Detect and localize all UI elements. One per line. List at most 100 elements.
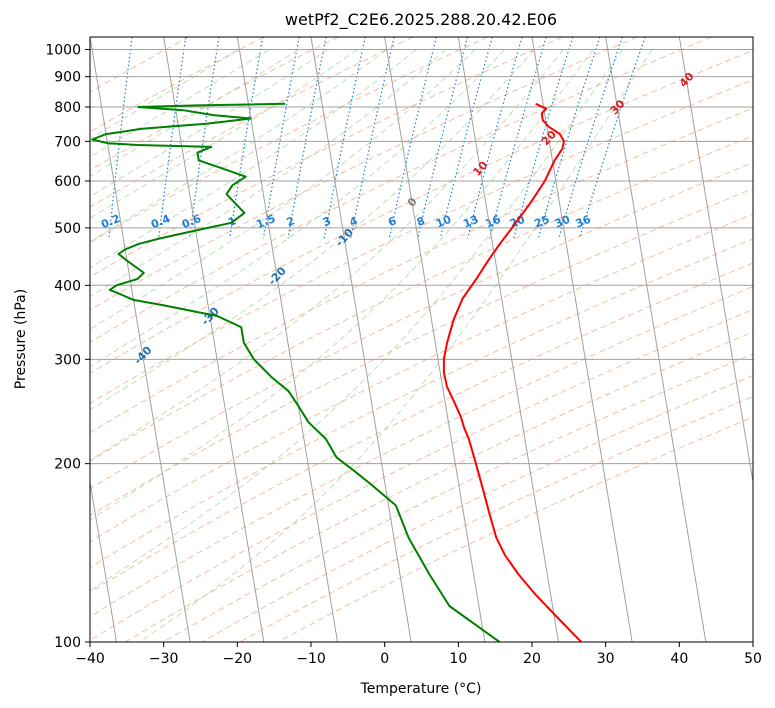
moist-adiabat [90,49,299,177]
x-tick-label: −20 [223,651,253,667]
moist-adiabat [90,49,535,411]
isotherm-label: 40 [677,70,697,90]
moist-adiabat [90,49,594,521]
x-tick-label: 30 [597,651,615,667]
x-tick-label: 50 [744,651,762,667]
mixing-ratio-label: 4 [347,214,359,229]
plot-frame [89,36,754,643]
mixing-ratio-line [578,37,646,239]
dry-adiabat [90,238,753,569]
x-tick-label: 20 [523,651,541,667]
y-axis-label: Pressure (hPa) [13,289,29,389]
dry-adiabat [90,79,753,404]
mixing-ratio-label: 13 [461,213,480,231]
mixing-ratio-line [262,37,300,239]
mixing-ratio-line [466,37,523,239]
isotherm-line [457,37,559,642]
dry-adiabat [90,286,753,618]
dry-adiabat [90,37,488,244]
y-axis: 100 200 300 400 500 600 700 800 900 1000 [45,43,90,651]
x-tick-label: 10 [449,651,467,667]
x-tick-label: 0 [380,651,389,667]
x-axis: −40 −30 −20 −10 0 10 20 30 40 50 [75,642,762,667]
isotherm-line [90,478,117,642]
x-tick-label: −10 [296,651,326,667]
mixing-ratio-line [388,37,437,239]
isotherm-line [236,37,338,642]
x-tick-label: 40 [670,651,688,667]
isotherm-line [678,37,753,485]
mixing-ratio-line [188,37,220,239]
mixing-ratio-line [229,37,264,239]
dry-adiabat [276,416,753,642]
moist-adiabat [90,49,358,219]
x-tick-label: −40 [75,651,105,667]
dry-adiabat [124,331,753,642]
dewpoint-profile [91,102,501,642]
mixing-ratio-line [417,37,469,239]
mixing-ratio-label: 1.5 [254,212,277,231]
isotherm-line [90,37,191,642]
dry-adiabat [200,374,753,642]
isotherm-label: 30 [608,97,628,117]
isotherm-label: -60 [0,437,23,461]
mixing-ratio-label: 2 [285,214,297,229]
y-tick-label: 500 [54,221,81,237]
dry-adiabat [90,37,339,171]
dry-adiabat [90,49,753,374]
mixing-ratio-line [513,37,574,239]
mixing-ratio-label: 25 [532,213,551,231]
isotherm-line [531,37,633,642]
isotherm-label: 0 [405,195,420,210]
dry-adiabat [90,188,753,517]
moist-adiabat [90,49,447,298]
mixing-ratio-line [108,37,133,239]
temperature-profile [442,102,583,642]
dry-adiabat [90,262,753,593]
moist-adiabat [90,49,476,330]
mixing-ratio-line [489,37,547,239]
mixing-ratio-label: 0.2 [99,212,122,231]
plot-area: 0.10.20.40.611.52346810131620253036-100-… [0,37,753,642]
dry-adiabat [90,107,753,434]
isotherm-line [752,37,753,41]
moist-adiabat [139,49,653,642]
x-tick-label: −30 [149,651,179,667]
x-axis-label: Temperature (°C) [360,681,482,697]
mixing-ratio-label: 3 [321,214,333,229]
chart-title: wetPf2_C2E6.2025.288.20.42.E06 [285,10,557,30]
dry-adiabat [90,135,753,462]
mixing-ratio-line [158,37,187,239]
y-tick-label: 1000 [45,43,81,59]
dry-adiabat [90,37,712,343]
mixing-ratio-label: 6 [386,214,398,229]
dry-adiabat [90,37,563,278]
dry-adiabat [162,353,753,642]
y-tick-label: 900 [54,70,81,86]
y-tick-label: 800 [54,100,81,116]
mixing-ratio-label: 36 [574,213,593,231]
dry-adiabat [90,213,753,543]
isotherm-line [310,37,412,642]
y-tick-label: 300 [54,352,81,368]
y-tick-label: 600 [54,174,81,190]
mixing-ratio-label: 10 [434,213,453,231]
dry-adiabat [90,309,753,641]
moist-adiabat [90,49,240,140]
y-tick-label: 400 [54,278,81,294]
isotherm-line [384,37,486,642]
isotherm-label: -50 [66,393,89,417]
y-tick-label: 200 [54,457,81,473]
moist-adiabat [90,49,623,592]
isotherm-label: -20 [266,264,289,288]
moist-adiabat [90,49,270,158]
y-tick-label: 700 [54,134,81,150]
mixing-ratio-label: 8 [415,214,427,229]
dry-adiabat [90,37,638,311]
isotherm-line [163,37,265,642]
dry-adiabat [90,162,753,490]
mixing-ratio-line [350,37,395,239]
dry-adiabat [90,37,264,133]
dry-adiabat [90,37,414,208]
